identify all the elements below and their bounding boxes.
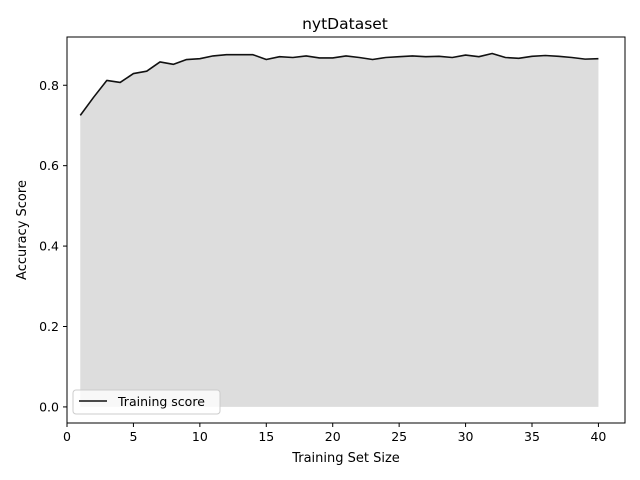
y-tick-label: 0.6 xyxy=(39,158,59,173)
series-area-fill xyxy=(80,53,599,407)
legend: Training score xyxy=(72,389,221,415)
x-tick-label: 20 xyxy=(325,429,341,444)
y-tick-label: 0.0 xyxy=(39,399,59,414)
x-tick-label: 25 xyxy=(391,429,407,444)
series-line-training-score xyxy=(79,52,599,116)
x-tick-label: 10 xyxy=(192,429,208,444)
x-tick-label: 40 xyxy=(590,429,606,444)
x-tick-label: 5 xyxy=(129,429,137,444)
x-tick-label: 0 xyxy=(63,429,71,444)
y-tick-label: 0.2 xyxy=(39,319,59,334)
chart-title: nytDataset xyxy=(302,15,388,33)
y-tick-label: 0.8 xyxy=(39,78,59,93)
plot-area xyxy=(79,52,599,407)
y-tick-label: 0.4 xyxy=(39,239,59,254)
x-tick-label: 30 xyxy=(458,429,474,444)
y-axis: 0.0 0.2 0.4 0.6 0.8 xyxy=(39,78,67,414)
x-tick-label: 35 xyxy=(524,429,540,444)
x-axis-label: Training Set Size xyxy=(291,451,400,466)
axes-frame xyxy=(66,36,626,424)
y-axis-label: Accuracy Score xyxy=(15,180,30,280)
legend-label-training-score: Training score xyxy=(117,394,205,409)
x-tick-label: 15 xyxy=(258,429,274,444)
x-axis: 0 5 10 15 20 25 30 35 40 xyxy=(63,423,606,444)
legend-box xyxy=(72,389,221,415)
